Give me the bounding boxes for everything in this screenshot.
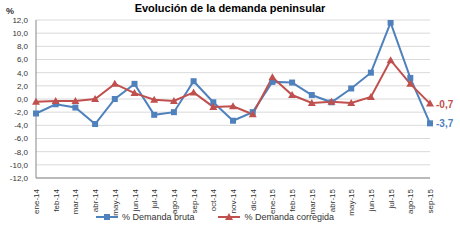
- svg-text:abr-15: abr-15: [328, 188, 337, 212]
- svg-text:nov-14: nov-14: [229, 188, 238, 213]
- svg-text:jul-15: jul-15: [387, 188, 396, 209]
- svg-text:feb-14: feb-14: [52, 188, 61, 211]
- svg-text:mar-15: mar-15: [308, 188, 317, 214]
- svg-text:feb-15: feb-15: [288, 188, 297, 211]
- svg-text:2,0: 2,0: [17, 82, 29, 91]
- svg-text:may-15: may-15: [347, 188, 356, 215]
- svg-text:-12,0: -12,0: [10, 174, 29, 183]
- svg-text:ago-14: ago-14: [170, 188, 179, 213]
- svg-text:-10,0: -10,0: [10, 161, 29, 170]
- svg-text:8,0: 8,0: [17, 42, 29, 51]
- svg-text:sep-15: sep-15: [426, 188, 435, 213]
- svg-text:abr-14: abr-14: [91, 188, 100, 212]
- svg-text:ago-15: ago-15: [406, 188, 415, 213]
- svg-text:ene-15: ene-15: [268, 188, 277, 213]
- html-text:Evolución de la demanda penins: Evolución de la demanda peninsular: [134, 2, 326, 14]
- svg-text:-2,0: -2,0: [14, 108, 28, 117]
- svg-text:dic-14: dic-14: [249, 188, 258, 210]
- svg-text:4,0: 4,0: [17, 69, 29, 78]
- html-text:% Demanda bruta: % Demanda bruta: [121, 212, 195, 222]
- svg-text:0,0: 0,0: [17, 95, 29, 104]
- svg-text:-6,0: -6,0: [14, 134, 28, 143]
- svg-text:6,0: 6,0: [17, 55, 29, 64]
- svg-text:-3,7: -3,7: [436, 118, 452, 129]
- svg-text:mar-14: mar-14: [71, 188, 80, 214]
- svg-text:-4,0: -4,0: [14, 121, 28, 130]
- svg-text:oct-14: oct-14: [209, 188, 218, 211]
- html-text:% Demanda corregida: % Demanda corregida: [244, 212, 334, 222]
- svg-text:jul-14: jul-14: [150, 188, 159, 209]
- svg-text:12,0: 12,0: [12, 16, 28, 25]
- svg-text:jun-14: jun-14: [131, 188, 140, 212]
- svg-text:jun-15: jun-15: [367, 188, 376, 212]
- svg-text:may-14: may-14: [111, 188, 120, 215]
- svg-text:sep-14: sep-14: [190, 188, 199, 213]
- svg-text:-0,7: -0,7: [436, 99, 452, 110]
- svg-text:ene-14: ene-14: [32, 188, 41, 213]
- svg-text:-8,0: -8,0: [14, 148, 28, 157]
- svg-text:10,0: 10,0: [12, 29, 28, 38]
